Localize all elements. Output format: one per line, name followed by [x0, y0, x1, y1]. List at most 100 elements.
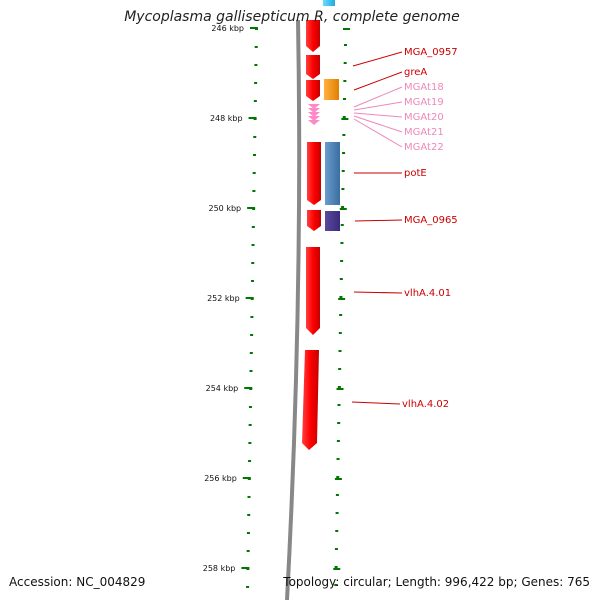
ruler-minor-tick-inner	[341, 188, 345, 190]
ruler-major-tick	[250, 27, 258, 29]
trna-mgat20[interactable]	[308, 112, 320, 117]
trna-features	[308, 104, 320, 125]
ruler-major-tick	[241, 567, 250, 569]
ruler-minor-tick-inner	[339, 296, 343, 298]
ruler-minor-tick	[252, 172, 256, 174]
gene-labels: MGA_0957 greA MGAt18 MGAt19 MGAt20 MGAt21 MGAt…	[402, 47, 458, 410]
trna-mgat19[interactable]	[308, 108, 320, 113]
ruler-tick-label: 246 kbp	[211, 24, 244, 33]
ruler-tick-label: 248 kbp	[210, 114, 243, 123]
gene-arrow-mga-0957[interactable]	[306, 20, 320, 52]
ruler-minor-tick	[254, 82, 258, 84]
ruler-minor-tick	[252, 190, 256, 192]
ruler-major-tick-inner	[336, 388, 344, 390]
ruler-minor-tick-inner	[342, 152, 346, 154]
gene-label[interactable]: potE	[404, 168, 427, 179]
ruler-major-tick-inner	[338, 298, 346, 300]
ruler-major-tick	[248, 117, 257, 119]
ruler-minor-tick	[248, 424, 252, 426]
gene-arrow-mga-0965[interactable]	[307, 210, 321, 231]
ruler-minor-tick	[249, 370, 253, 372]
ruler-tick-label: 256 kbp	[204, 474, 237, 483]
ruler-minor-tick	[250, 280, 254, 282]
ruler-minor-tick-inner	[342, 116, 346, 118]
gene-label[interactable]: MGAt22	[404, 142, 444, 153]
ruler-minor-tick	[250, 316, 254, 318]
gene-label[interactable]: MGAt20	[404, 112, 444, 123]
gene-label[interactable]: MGAt18	[404, 82, 444, 93]
gene-arrow-potE-prev[interactable]	[306, 80, 320, 101]
gene-label[interactable]: MGA_0965	[404, 215, 458, 226]
ruler-minor-tick	[251, 262, 255, 264]
ruler-minor-tick	[246, 550, 250, 552]
ruler-minor-tick	[253, 100, 257, 102]
ruler-major-tick	[242, 477, 251, 479]
ruler-minor-tick	[252, 154, 256, 156]
ruler-minor-tick-inner	[342, 134, 346, 136]
ruler-minor-tick-inner	[336, 440, 340, 442]
genome-backbone	[285, 19, 302, 600]
ruler-minor-tick	[247, 514, 251, 516]
ruler-major-tick-inner	[341, 118, 349, 120]
ruler-minor-tick-inner	[334, 548, 338, 550]
ruler-major-tick	[244, 387, 253, 389]
ruler-major-tick	[247, 207, 256, 209]
gene-label[interactable]: vlhA.4.01	[404, 288, 451, 299]
gene-label[interactable]: MGAt21	[404, 127, 444, 138]
trna-mgat21[interactable]	[308, 116, 320, 121]
ruler-minor-tick-inner	[338, 332, 342, 334]
ruler-minor-tick	[249, 352, 253, 354]
cog-feature-orange	[324, 79, 339, 100]
ruler-major-tick-inner	[333, 568, 341, 570]
ruler-minor-tick	[247, 496, 251, 498]
gene-label[interactable]: MGAt19	[404, 97, 444, 108]
gene-label[interactable]: vlhA.4.02	[402, 399, 449, 410]
ruler-major-tick-inner	[343, 28, 350, 30]
ruler-minor-tick	[248, 460, 252, 462]
gene-arrow-vlha-4-01[interactable]	[306, 247, 320, 335]
ruler-minor-tick-inner	[335, 512, 339, 514]
ruler-tick-label: 258 kbp	[203, 564, 236, 573]
accession-text: Accession: NC_004829	[9, 575, 146, 589]
cog-feature-cyan	[323, 0, 335, 6]
ruler-minor-tick-inner	[336, 476, 340, 478]
ruler-minor-tick-inner	[335, 494, 339, 496]
ruler-minor-tick-inner	[334, 566, 338, 568]
gene-arrow-pote[interactable]	[307, 142, 321, 205]
ruler-major-ticks: 246 kbp 248 kbp 250 kbp 252 kbp 254 kbp 256 k…	[203, 24, 350, 573]
topology-summary: Topology: circular; Length: 996,422 bp; …	[283, 575, 590, 589]
gene-arrow-grea[interactable]	[306, 55, 320, 79]
ruler-minor-tick	[251, 226, 255, 228]
ruler-minor-tick-inner	[339, 314, 343, 316]
trna-mgat18[interactable]	[308, 104, 320, 109]
gene-label[interactable]: MGA_0957	[404, 47, 458, 58]
ruler-minor-tick-inner	[340, 260, 344, 262]
trna-mgat22[interactable]	[308, 120, 320, 125]
ruler-minor-tick-inner	[343, 80, 347, 82]
ruler-minor-tick-inner	[338, 368, 342, 370]
ruler-major-tick-inner	[339, 208, 347, 210]
ruler-minor-tick-inner	[339, 278, 343, 280]
ruler-minor-tick-inner	[337, 422, 341, 424]
ruler-minor-tick-inner	[341, 170, 345, 172]
gene-arrow-vlha-4-02[interactable]	[302, 350, 319, 450]
ruler-minor-tick-inner	[341, 206, 345, 208]
ruler-minor-tick	[254, 64, 258, 66]
label-leaders	[351, 51, 403, 405]
map-title: Mycoplasma gallisepticum R, complete gen…	[124, 9, 460, 25]
ruler-minor-tick	[248, 406, 252, 408]
ruler-minor-tick	[253, 136, 257, 138]
cog-feature-purple	[325, 211, 340, 231]
ruler-minor-tick-inner	[343, 98, 347, 100]
ruler-minor-tick-inner	[340, 242, 344, 244]
ruler-minor-tick	[250, 334, 254, 336]
ruler-minor-ticks-inner	[334, 44, 347, 586]
ruler-minor-tick	[246, 532, 250, 534]
gene-label[interactable]: greA	[404, 67, 427, 78]
cds-features	[302, 20, 321, 450]
ruler-minor-tick	[248, 442, 252, 444]
ruler-minor-tick-inner	[335, 530, 339, 532]
ruler-tick-label: 254 kbp	[206, 384, 239, 393]
ruler-minor-tick	[246, 586, 250, 588]
